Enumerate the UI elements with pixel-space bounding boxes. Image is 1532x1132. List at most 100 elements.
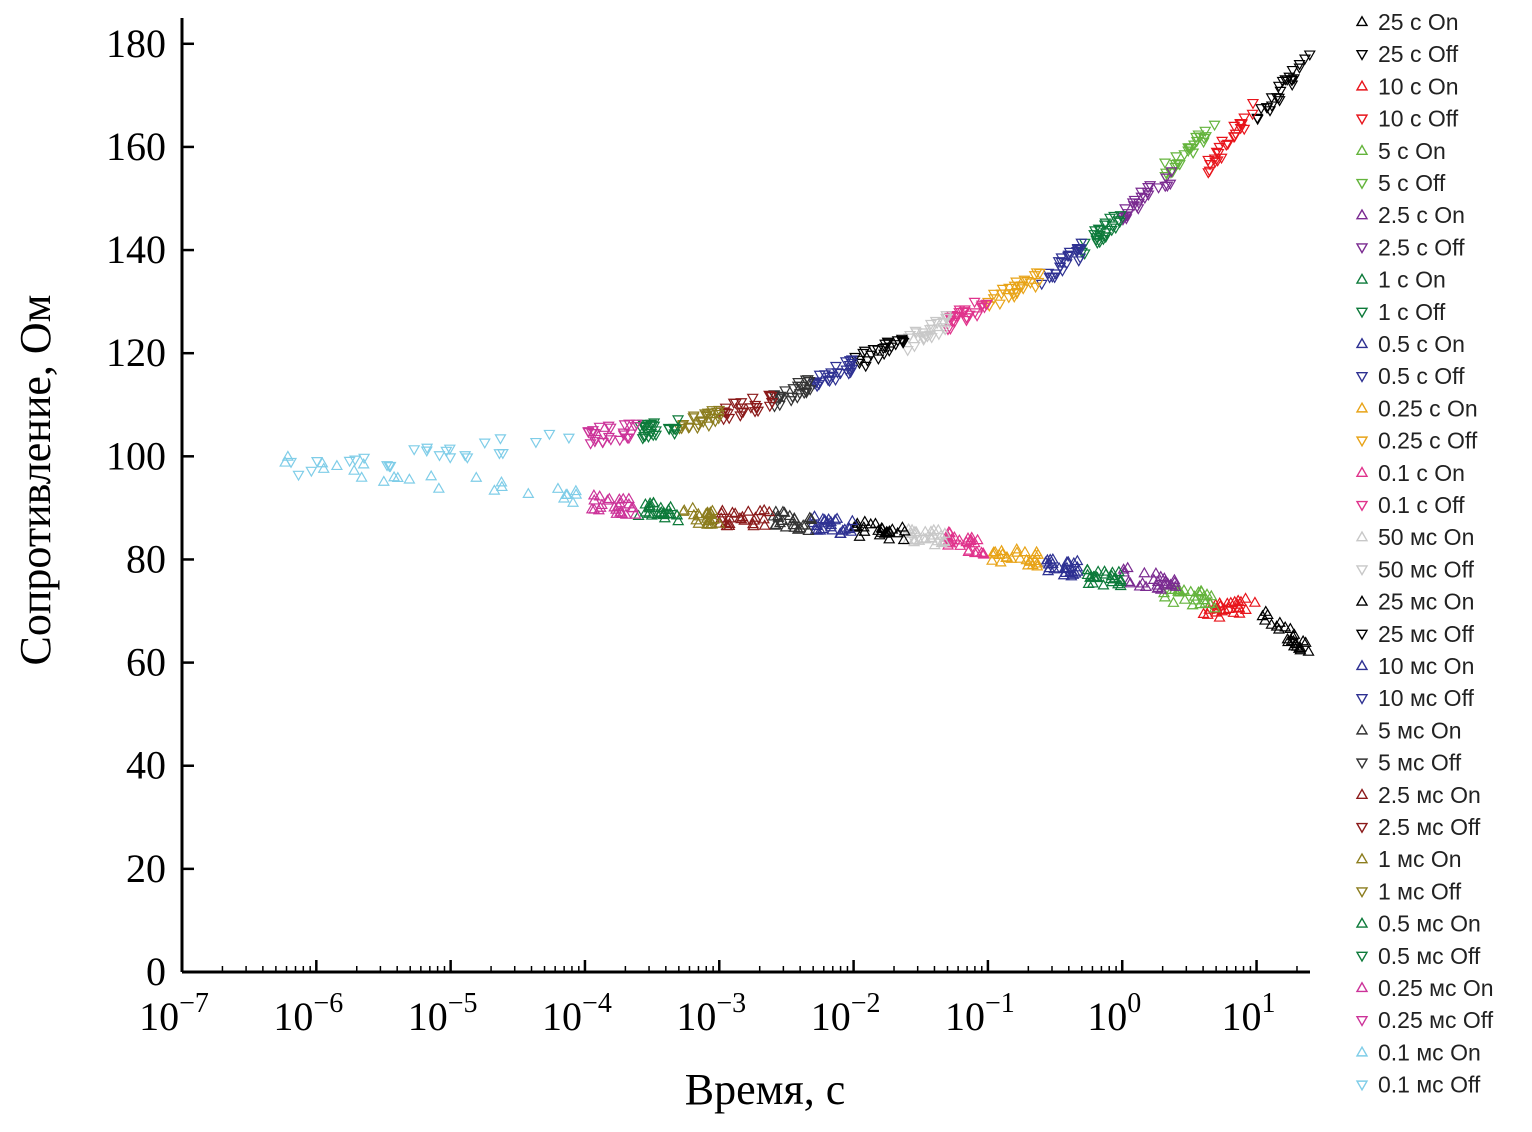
data-point bbox=[1092, 224, 1105, 236]
legend-label: 50 мс On bbox=[1378, 524, 1474, 550]
data-point bbox=[357, 457, 370, 469]
data-point bbox=[987, 294, 1000, 305]
data-point bbox=[1071, 554, 1084, 566]
data-point bbox=[987, 546, 1000, 557]
data-point bbox=[1213, 142, 1226, 154]
data-point bbox=[940, 311, 953, 322]
data-point bbox=[495, 475, 508, 487]
data-point bbox=[478, 438, 491, 450]
data-point bbox=[1248, 596, 1261, 607]
data-point bbox=[647, 496, 660, 507]
data-point bbox=[993, 299, 1006, 311]
data-point bbox=[636, 419, 650, 431]
data-point bbox=[1299, 636, 1312, 647]
data-point bbox=[995, 289, 1008, 300]
legend-marker bbox=[1355, 822, 1369, 834]
data-point bbox=[1132, 204, 1145, 215]
data-point bbox=[1152, 183, 1165, 194]
data-point bbox=[1124, 576, 1137, 588]
data-point bbox=[1013, 282, 1026, 293]
data-point bbox=[1099, 568, 1112, 579]
data-point bbox=[864, 517, 877, 529]
data-point bbox=[1238, 124, 1251, 136]
data-point bbox=[872, 524, 885, 535]
data-point bbox=[1210, 602, 1223, 614]
data-point bbox=[787, 384, 800, 395]
data-point bbox=[1014, 552, 1027, 563]
data-point bbox=[1147, 573, 1160, 584]
data-point bbox=[355, 471, 368, 482]
data-point bbox=[916, 328, 930, 339]
legend-item: 0.25 с On bbox=[1355, 395, 1478, 421]
data-point bbox=[872, 354, 885, 365]
data-point bbox=[1128, 195, 1141, 207]
data-point bbox=[593, 422, 606, 434]
legend-label: 10 с Off bbox=[1378, 106, 1459, 132]
data-point bbox=[1151, 582, 1164, 593]
legend-label: 1 мс On bbox=[1378, 846, 1462, 872]
data-point bbox=[800, 387, 813, 398]
data-point bbox=[834, 368, 847, 380]
data-point bbox=[921, 332, 934, 343]
data-point bbox=[963, 310, 976, 322]
data-point bbox=[747, 519, 760, 531]
data-point bbox=[592, 503, 605, 515]
legend-marker bbox=[1355, 594, 1369, 606]
data-point bbox=[1178, 593, 1191, 604]
data-point bbox=[823, 372, 836, 384]
data-point bbox=[560, 488, 573, 499]
data-point bbox=[865, 350, 878, 362]
data-point bbox=[891, 526, 904, 538]
legend-marker bbox=[1355, 114, 1369, 126]
data-point bbox=[1228, 121, 1241, 133]
data-point bbox=[672, 415, 685, 426]
data-point bbox=[1018, 545, 1031, 557]
data-point bbox=[551, 482, 564, 493]
data-point bbox=[1212, 148, 1225, 160]
data-point bbox=[858, 515, 871, 526]
data-point bbox=[1114, 211, 1127, 222]
data-point bbox=[785, 396, 798, 407]
data-point bbox=[1209, 157, 1222, 169]
data-point bbox=[587, 489, 600, 500]
data-point bbox=[742, 505, 755, 516]
data-point bbox=[586, 429, 599, 440]
legend-marker bbox=[1355, 436, 1369, 448]
legend-label: 0.5 мс Off bbox=[1378, 943, 1481, 969]
data-point bbox=[692, 517, 705, 528]
data-point bbox=[861, 356, 874, 367]
data-point bbox=[1029, 548, 1042, 559]
legend-label: 0.25 с Off bbox=[1378, 428, 1478, 454]
legend-marker bbox=[1355, 337, 1369, 349]
legend-marker bbox=[1355, 694, 1369, 705]
data-point bbox=[993, 548, 1006, 559]
series-7 bbox=[1117, 561, 1182, 594]
data-point bbox=[432, 482, 445, 493]
data-point bbox=[1222, 602, 1235, 613]
data-point bbox=[729, 507, 742, 518]
data-point bbox=[687, 508, 700, 520]
data-point bbox=[584, 439, 597, 450]
data-point bbox=[693, 509, 706, 521]
legend-item: 2.5 с On bbox=[1355, 202, 1465, 228]
legend-label: 0.5 мс On bbox=[1378, 911, 1481, 937]
data-point bbox=[330, 459, 343, 471]
data-point bbox=[723, 517, 736, 528]
data-point bbox=[1233, 602, 1246, 613]
legend-item: 10 мс On bbox=[1355, 653, 1474, 679]
data-point bbox=[1136, 577, 1149, 588]
data-point bbox=[746, 517, 760, 529]
legend-marker bbox=[1355, 500, 1369, 512]
legend-marker bbox=[1355, 272, 1369, 284]
legend-marker bbox=[1355, 178, 1369, 190]
legend: 25 с On 25 с Off 10 с On 10 с Off 5 с On 5 с … bbox=[1355, 9, 1494, 1098]
data-point bbox=[408, 445, 421, 456]
legend-marker bbox=[1355, 530, 1369, 542]
data-point bbox=[672, 514, 685, 526]
data-point bbox=[1165, 579, 1178, 590]
data-point bbox=[858, 525, 871, 536]
data-point bbox=[630, 419, 643, 431]
x-tick-label: 10−5 bbox=[408, 988, 478, 1039]
legend-item: 0.1 мс Off bbox=[1355, 1072, 1481, 1098]
legend-marker bbox=[1355, 144, 1369, 155]
